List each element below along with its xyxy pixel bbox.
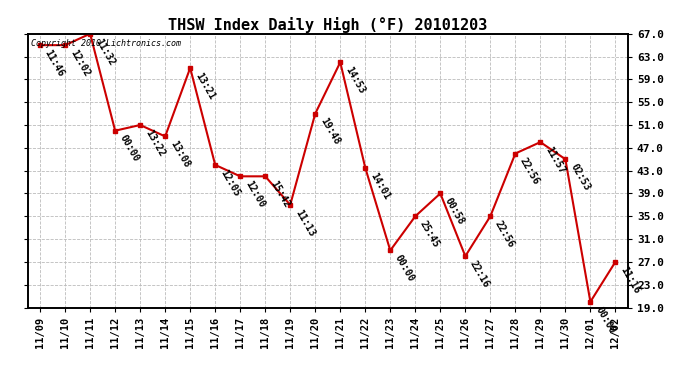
Text: 11:16: 11:16 xyxy=(618,265,642,295)
Text: 11:13: 11:13 xyxy=(293,208,316,238)
Text: 00:58: 00:58 xyxy=(443,196,466,226)
Text: 14:53: 14:53 xyxy=(343,65,366,96)
Text: 22:56: 22:56 xyxy=(518,156,542,187)
Text: 00:00: 00:00 xyxy=(118,134,141,164)
Text: 02:53: 02:53 xyxy=(568,162,591,192)
Text: 22:16: 22:16 xyxy=(468,259,491,290)
Text: 13:22: 13:22 xyxy=(143,128,166,158)
Text: 11:32: 11:32 xyxy=(93,36,116,67)
Text: 00:00: 00:00 xyxy=(393,253,416,284)
Text: 22:56: 22:56 xyxy=(493,219,516,249)
Text: 12:00: 12:00 xyxy=(243,179,266,210)
Text: 00:00: 00:00 xyxy=(593,304,616,335)
Text: 12:02: 12:02 xyxy=(68,48,91,78)
Text: 15:42: 15:42 xyxy=(268,179,291,210)
Text: 13:21: 13:21 xyxy=(193,71,216,101)
Text: 11:46: 11:46 xyxy=(43,48,66,78)
Text: 12:05: 12:05 xyxy=(218,168,241,198)
Text: 11:57: 11:57 xyxy=(543,145,566,176)
Text: Copyright 2010 Lichtronics.com: Copyright 2010 Lichtronics.com xyxy=(30,39,181,48)
Title: THSW Index Daily High (°F) 20101203: THSW Index Daily High (°F) 20101203 xyxy=(168,16,487,33)
Text: 14:01: 14:01 xyxy=(368,171,391,201)
Text: 13:08: 13:08 xyxy=(168,139,191,170)
Text: 19:48: 19:48 xyxy=(318,116,342,147)
Text: 25:45: 25:45 xyxy=(418,219,442,249)
